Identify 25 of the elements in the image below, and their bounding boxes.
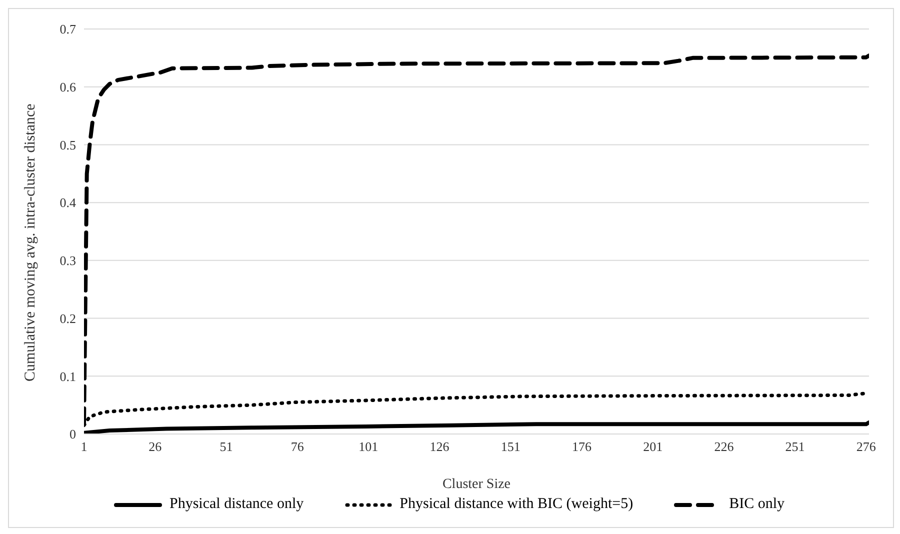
x-tick-label: 1: [80, 439, 88, 454]
y-tick-label: 0.7: [60, 22, 76, 37]
legend-label: Physical distance only: [169, 496, 304, 513]
x-tick-label: 101: [358, 439, 378, 454]
y-tick-label: 0.2: [60, 310, 76, 326]
y-axis-title: Cumulative moving avg. intra-cluster distance: [22, 103, 38, 382]
legend-label: BIC only: [729, 496, 785, 513]
y-tick-label: 0.3: [60, 253, 76, 268]
y-tick-label: 0.4: [60, 195, 76, 210]
x-tick-label: 176: [572, 439, 592, 454]
y-tick-label: 0: [70, 426, 76, 442]
x-axis-title: Cluster Size: [442, 477, 511, 492]
x-tick-label: 76: [290, 439, 304, 454]
x-tick-label: 26: [148, 439, 162, 454]
y-tick-label: 0.5: [60, 137, 76, 152]
x-tick-label: 201: [643, 439, 663, 454]
legend-label: Physical distance with BIC (weight=5): [400, 496, 634, 513]
y-tick-label: 0.1: [60, 368, 76, 384]
y-tick-label: 0.6: [60, 79, 76, 94]
x-tick-label: 126: [430, 439, 450, 454]
x-tick-label: 151: [500, 439, 520, 454]
x-tick-label: 276: [856, 439, 876, 454]
x-tick-label: 226: [714, 439, 734, 454]
x-tick-label: 51: [220, 439, 233, 454]
x-tick-label: 251: [785, 439, 805, 454]
